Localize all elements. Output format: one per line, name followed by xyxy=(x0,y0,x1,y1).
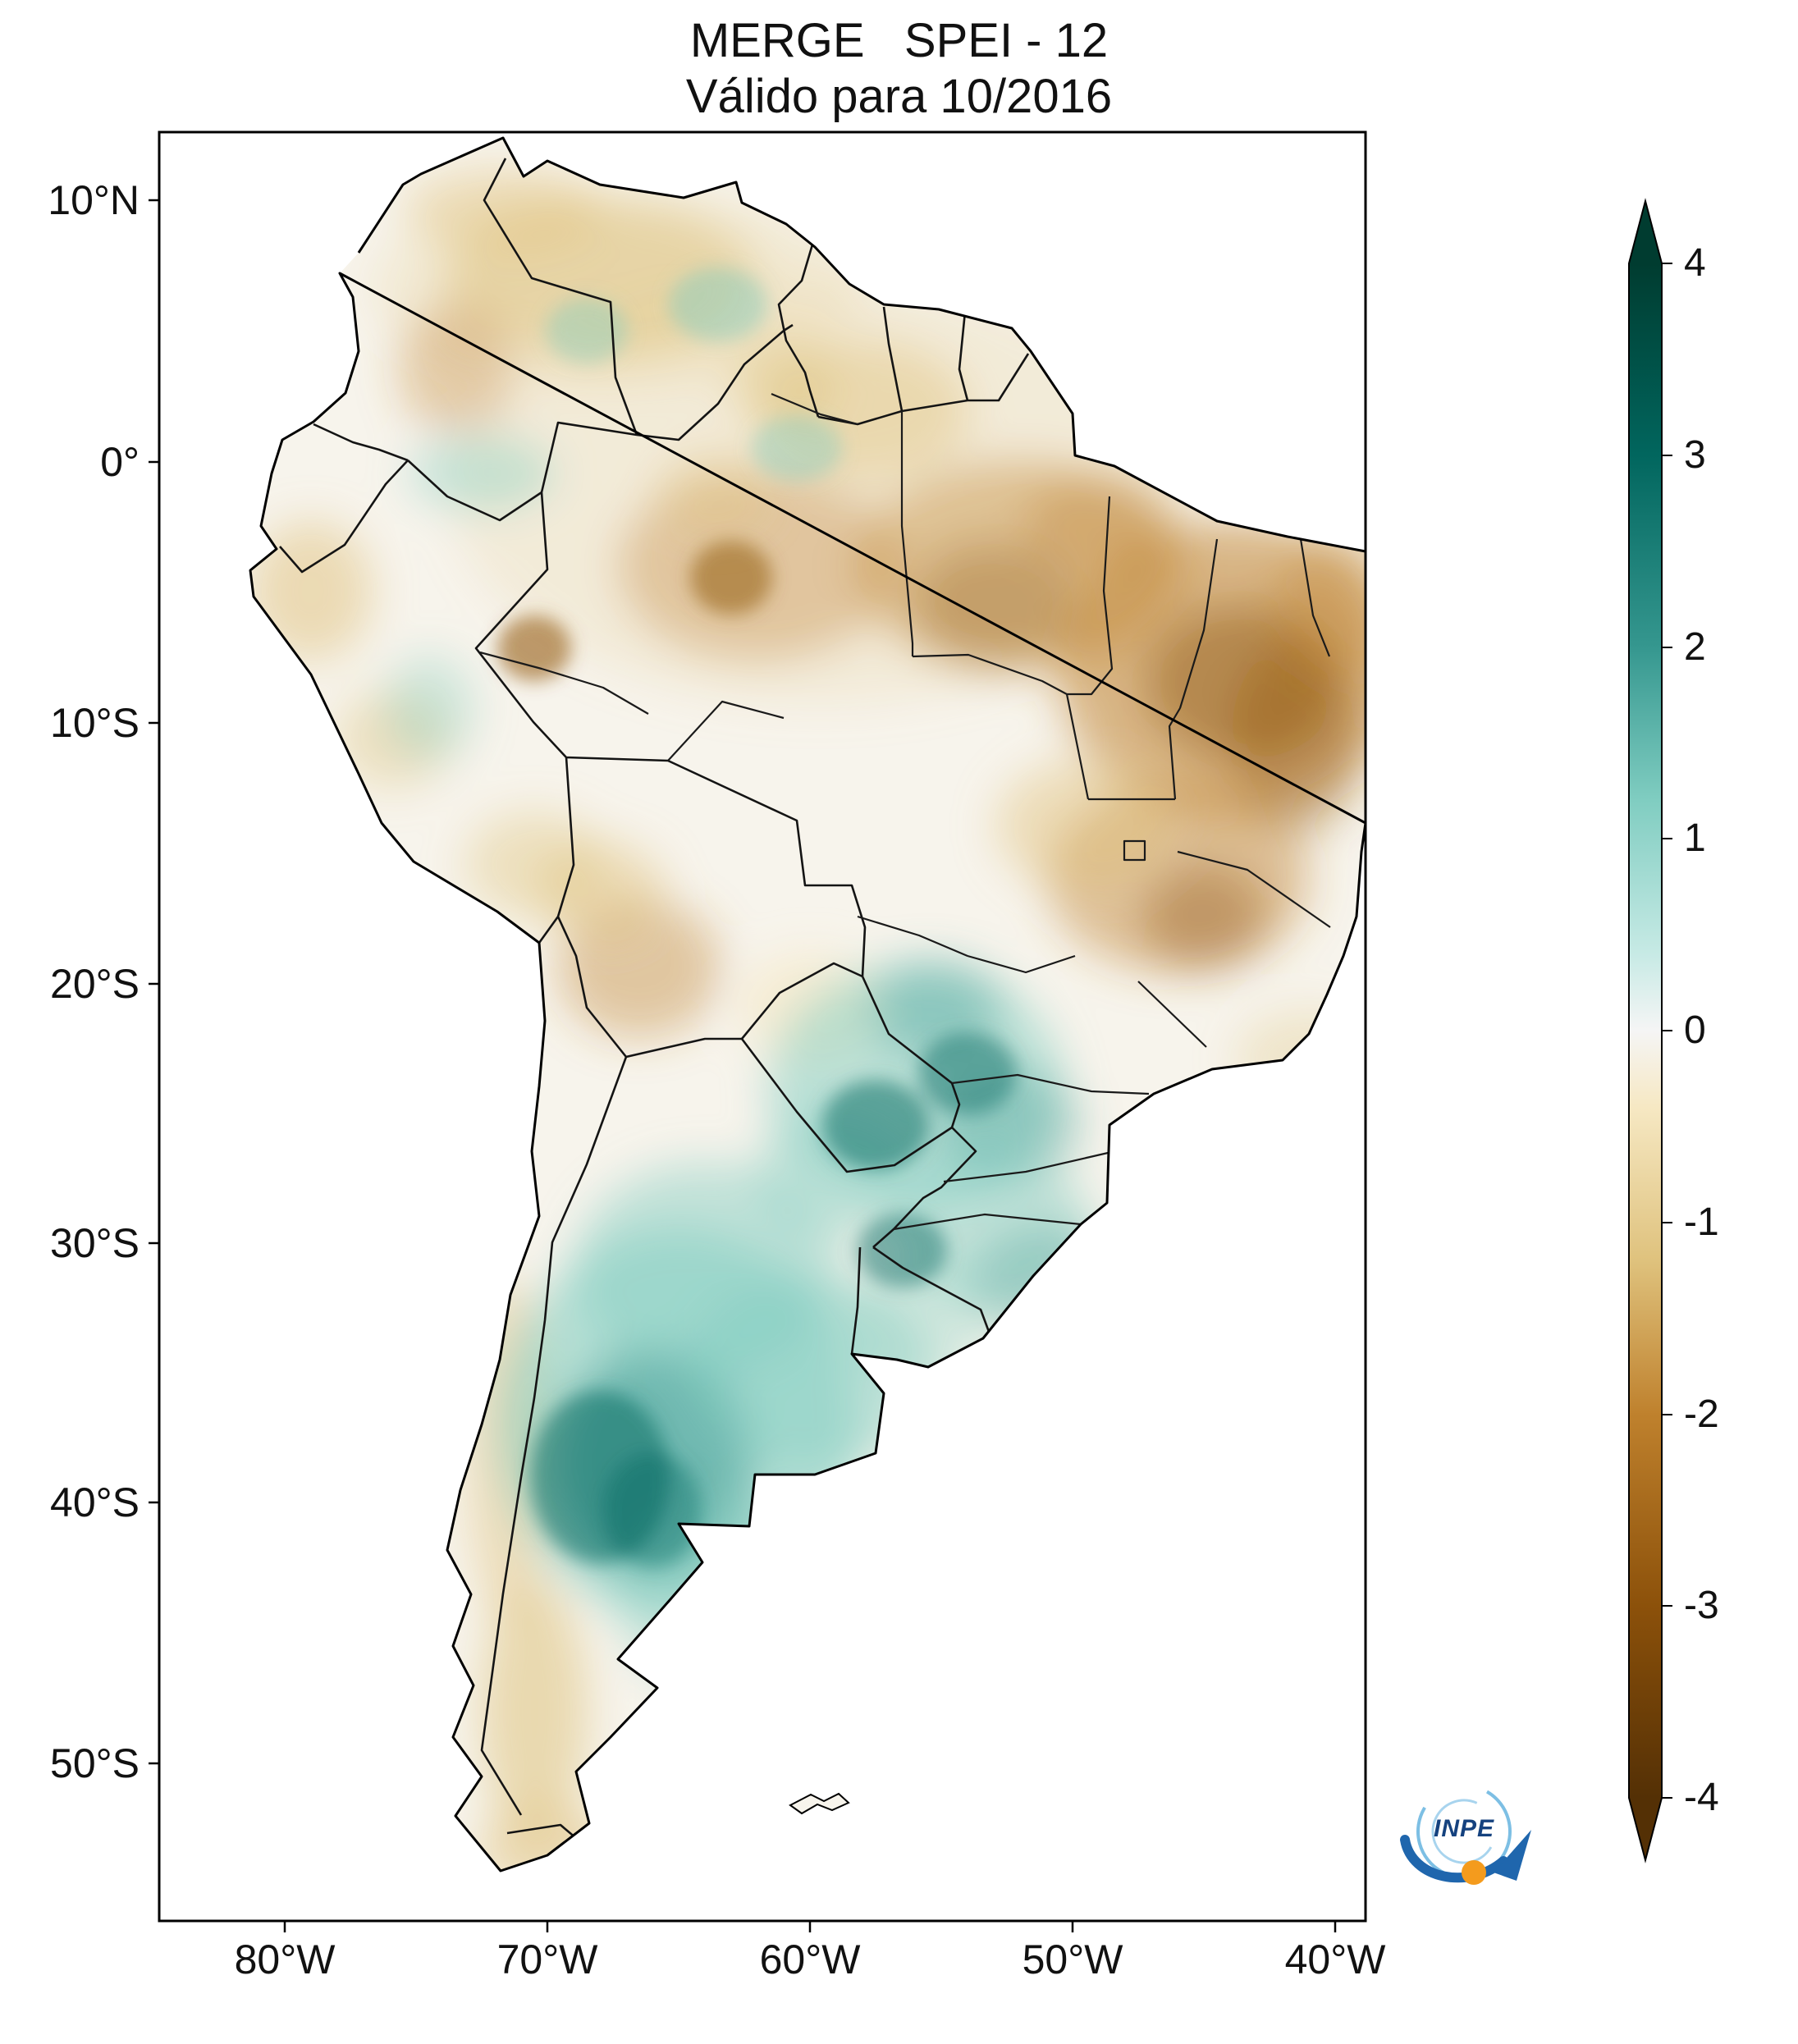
inpe-logo xyxy=(1400,1784,1531,1885)
map-subtitle: Válido para 10/2016 xyxy=(685,70,1113,123)
map-frame xyxy=(149,130,1367,1932)
ytick-10s: 10°S xyxy=(50,700,140,746)
ytick-40s: 40°S xyxy=(50,1479,140,1525)
cbtick-m2: -2 xyxy=(1684,1392,1719,1436)
spei-field xyxy=(250,138,1366,1871)
cbtick-m4: -4 xyxy=(1684,1776,1719,1819)
inpe-arrowhead xyxy=(1494,1830,1531,1881)
cbtick-m1: -1 xyxy=(1684,1200,1719,1244)
continent-outline xyxy=(249,136,1367,1873)
colorbar-tick-marks xyxy=(1662,263,1672,1799)
ytick-30s: 30°S xyxy=(50,1220,140,1266)
xtick-40w: 40°W xyxy=(1284,1937,1386,1982)
colorbar xyxy=(1628,198,1672,1863)
map-title: MERGE SPEI - 12 xyxy=(689,14,1109,67)
inpe-swirl-inner xyxy=(1431,1799,1497,1864)
cbtick-1: 1 xyxy=(1684,816,1706,860)
cbtick-0: 0 xyxy=(1684,1008,1706,1052)
xtick-50w: 50°W xyxy=(1022,1937,1123,1982)
ytick-10n: 10°N xyxy=(48,177,140,223)
cbtick-m3: -3 xyxy=(1684,1584,1719,1627)
state-borders xyxy=(479,392,1331,1231)
inpe-arrow xyxy=(1400,1835,1508,1883)
cbtick-4: 4 xyxy=(1684,241,1706,285)
xtick-70w: 70°W xyxy=(496,1937,598,1982)
ytick-20s: 20°S xyxy=(50,961,140,1007)
falkland-islands xyxy=(789,1792,850,1815)
ytick-0: 0° xyxy=(100,439,140,485)
ytick-50s: 50°S xyxy=(50,1740,140,1786)
inpe-orange-dot xyxy=(1462,1860,1486,1885)
country-borders xyxy=(279,158,1030,1871)
xtick-80w: 80°W xyxy=(234,1937,336,1982)
cbtick-3: 3 xyxy=(1684,433,1706,477)
inpe-logo-text: INPE xyxy=(1433,1815,1495,1842)
xtick-60w: 60°W xyxy=(759,1937,861,1982)
axis-tick-marks xyxy=(149,199,1337,1932)
cbtick-2: 2 xyxy=(1684,625,1706,669)
